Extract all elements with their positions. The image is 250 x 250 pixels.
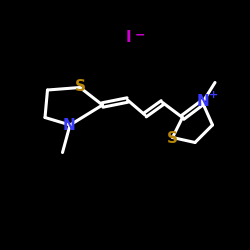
Text: N: N [196,94,209,109]
Text: I: I [126,30,132,45]
Text: N: N [62,118,75,132]
Text: S: S [74,79,86,94]
Text: S: S [167,131,178,146]
Text: −: − [135,28,145,41]
Text: +: + [208,90,218,101]
